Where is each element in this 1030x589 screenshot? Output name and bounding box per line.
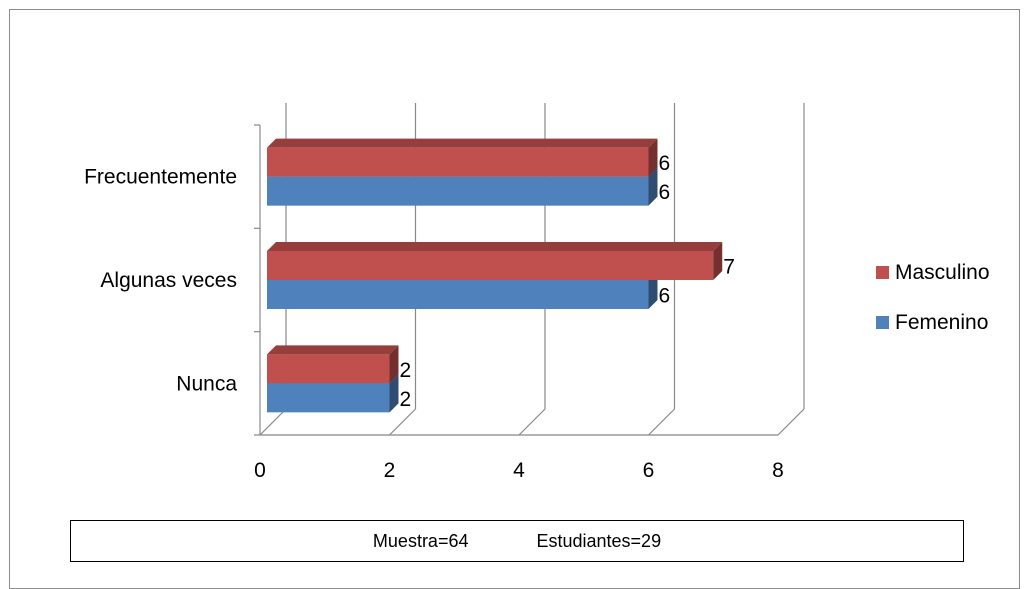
bar-side-face — [713, 242, 723, 280]
bar — [267, 383, 390, 413]
bar — [267, 354, 390, 384]
bar-top-face — [267, 345, 399, 355]
bar-top-face — [267, 138, 658, 148]
floor-gridline — [777, 408, 805, 436]
x-tick-label: 0 — [254, 459, 266, 482]
floor-gridline — [259, 408, 287, 436]
x-tick-label: 8 — [772, 459, 784, 482]
y-category-label: Algunas veces — [100, 269, 237, 292]
data-label: 2 — [400, 359, 412, 382]
floor-gridline — [518, 408, 546, 436]
data-label: 6 — [659, 181, 671, 204]
sample-size-label: Muestra=64 — [372, 530, 469, 551]
bar-side-face — [648, 167, 658, 206]
data-label: 6 — [659, 152, 671, 175]
legend-label: Femenino — [895, 311, 988, 334]
floor-gridline — [389, 408, 416, 436]
sample-note-box: Muestra=64 Estudiantes=29 — [70, 520, 964, 562]
data-label: 7 — [723, 256, 735, 279]
bar — [267, 251, 714, 280]
bar-side-face — [389, 345, 399, 384]
data-label: 6 — [659, 285, 671, 308]
data-label: 2 — [400, 388, 412, 411]
bar-side-face — [648, 138, 658, 177]
legend-swatch — [876, 266, 889, 279]
x-tick-label: 4 — [513, 459, 525, 482]
bar-top-face — [267, 242, 723, 251]
bar-side-face — [389, 374, 399, 413]
y-category-label: Frecuentemente — [84, 166, 237, 189]
y-category-label: Nunca — [176, 372, 237, 395]
x-tick-label: 6 — [643, 459, 655, 482]
x-tick-label: 2 — [384, 459, 396, 482]
bar — [267, 176, 649, 206]
legend-label: Masculino — [895, 261, 990, 284]
legend-swatch — [876, 316, 889, 329]
floor-gridline — [648, 408, 675, 436]
bar — [267, 147, 649, 177]
student-count-label: Estudiantes=29 — [536, 530, 662, 551]
bar — [267, 280, 649, 309]
bar-side-face — [648, 271, 658, 309]
